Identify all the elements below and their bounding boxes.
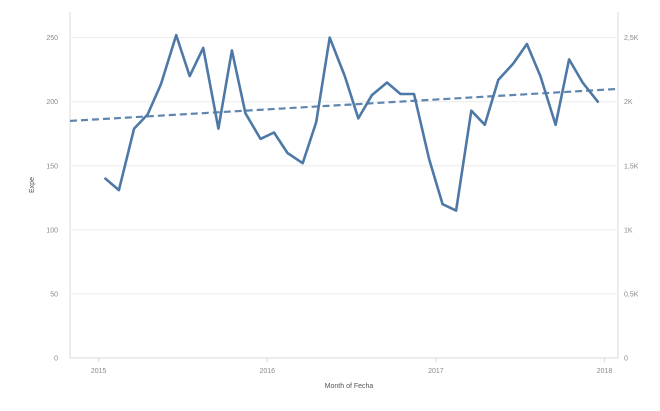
y2-tick-label-0: 2,5K [624,35,639,42]
y2-tick-label-5: 0 [624,356,628,363]
y-tick-label-1: 200 [46,99,58,106]
x-tick-label-1: 2016 [259,368,275,375]
x-axis-title: Month of Fecha [325,383,374,390]
y-tick-label-3: 100 [46,227,58,234]
trend-line [69,87,619,123]
y-tick-label-0: 250 [46,35,58,42]
series-line [104,33,600,212]
y2-tick-label-2: 1,5K [624,163,639,170]
y2-tick-label-3: 1K [624,227,633,234]
x-tick-label-3: 2018 [597,368,613,375]
x-tick-label-0: 2015 [91,368,107,375]
y-tick-label-5: 0 [54,356,58,363]
x-tick-label-2: 2017 [428,368,444,375]
y2-tick-label-1: 2K [624,99,633,106]
y-tick-label-2: 150 [46,163,58,170]
y-axis-title: Expe [29,177,36,193]
y-tick-label-4: 50 [50,291,58,298]
y2-tick-label-4: 0,5K [624,291,639,298]
